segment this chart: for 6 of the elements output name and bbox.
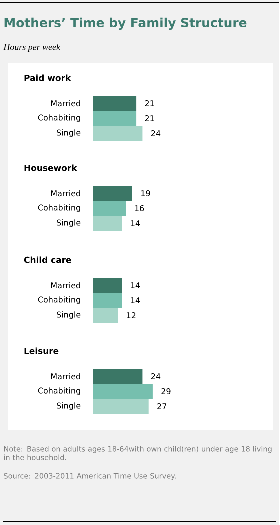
chart-title: Child care [24,256,72,264]
chart-title: Paid work [24,74,72,82]
text: Mothers’ Time by Family Structure [4,18,247,30]
chart-title: Housework [24,164,78,172]
chart-title: Leisure [24,348,59,354]
text: Hours per week [4,44,61,52]
